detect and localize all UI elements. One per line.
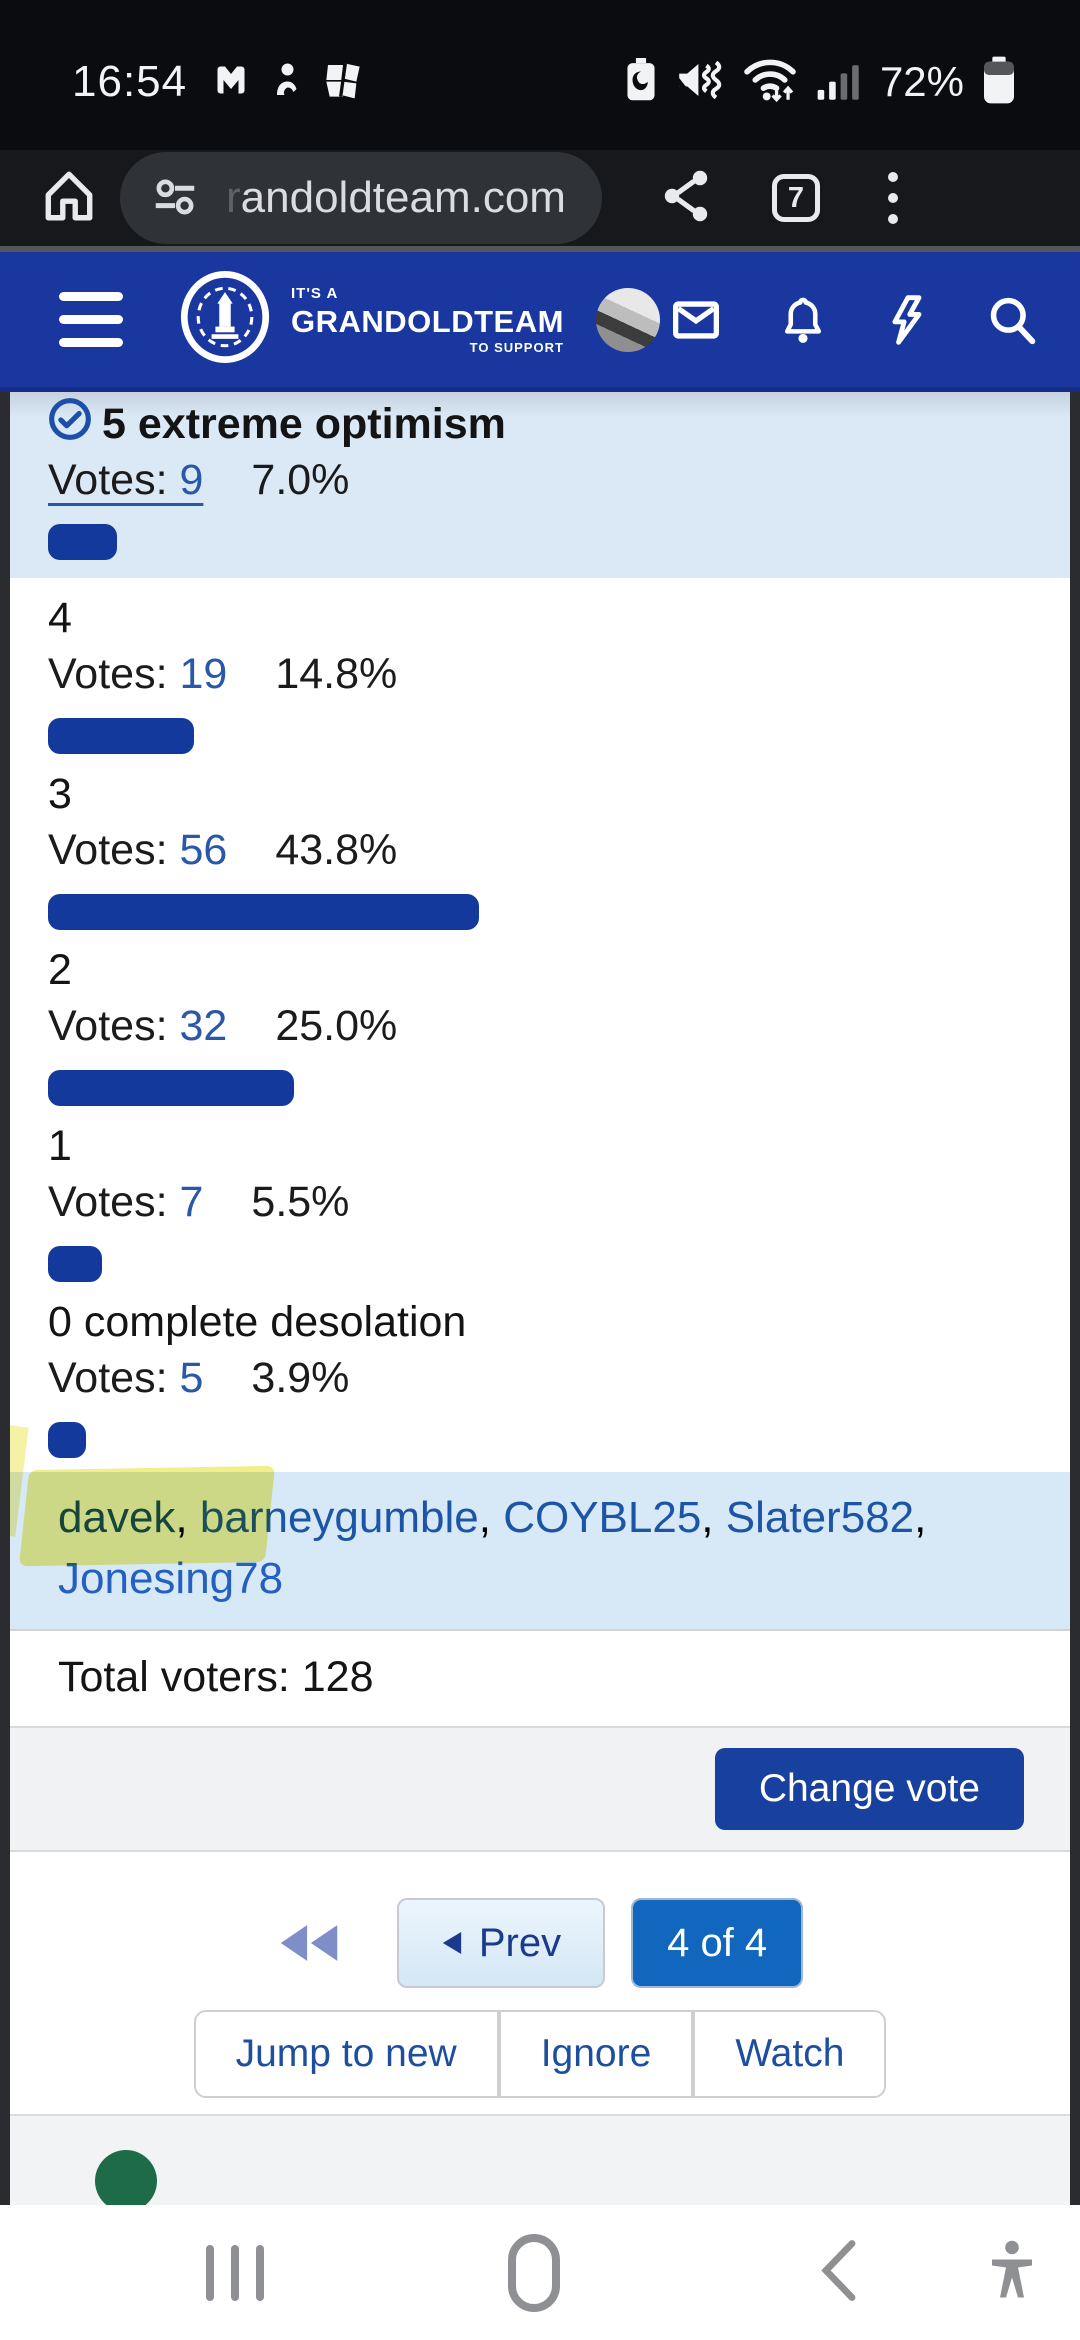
pagination: Prev 4 of 4 <box>10 1898 1070 1989</box>
toolbar-divider <box>0 246 1080 252</box>
watch-button[interactable]: Watch <box>693 2010 887 2099</box>
poll-option: 1 Votes: 7 5.5% <box>10 1118 1070 1282</box>
voter-link[interactable]: Slater582 <box>725 1493 915 1542</box>
voters-row: davek, barneygumble, COYBL25, Slater582,… <box>10 1425 1070 1630</box>
poll-footer: Change vote <box>10 1726 1070 1853</box>
option-label: 3 <box>48 769 72 818</box>
option-label: 1 <box>48 1121 72 1170</box>
user-avatar[interactable] <box>595 287 660 352</box>
thread-actions: Jump to new Ignore Watch <box>10 2010 1070 2099</box>
option-percent: 5.5% <box>251 1178 350 1226</box>
signal-icon <box>816 58 862 107</box>
status-bar: 16:54 72% <box>0 0 1080 150</box>
status-icons: 72% <box>624 55 1016 110</box>
option-percent: 3.9% <box>251 1354 350 1402</box>
webpage: 5 extreme optimism Votes: 9 7.0% 4 Votes… <box>0 392 1080 2205</box>
poll-option: 5 extreme optimism Votes: 9 7.0% <box>10 392 1070 578</box>
quick-actions-bolt-icon[interactable] <box>887 294 925 346</box>
option-result-bar <box>48 1422 86 1458</box>
votes-count-link[interactable]: Votes: 19 <box>48 650 228 698</box>
prev-arrow-icon <box>442 1932 461 1955</box>
poll-block: 5 extreme optimism Votes: 9 7.0% 4 Votes… <box>10 392 1070 2205</box>
url-text[interactable]: randoldteam.com <box>226 173 566 222</box>
site-header: IT'S A GRANDOLDTEAM TO SUPPORT <box>0 252 1080 392</box>
tab-switcher[interactable]: 7 <box>772 174 820 222</box>
option-result-bar <box>48 894 479 930</box>
option-result-bar <box>48 718 194 754</box>
home-icon[interactable] <box>40 168 98 229</box>
prev-page-button[interactable]: Prev <box>396 1898 606 1989</box>
current-page-indicator[interactable]: 4 of 4 <box>631 1898 804 1989</box>
votes-count-link[interactable]: Votes: 32 <box>48 1002 228 1050</box>
poll-option: 2 Votes: 32 25.0% <box>10 942 1070 1106</box>
gallery-icon <box>323 60 363 105</box>
option-percent: 7.0% <box>251 456 350 504</box>
battery-saver-icon <box>624 57 658 107</box>
accessibility-icon[interactable] <box>986 2239 1038 2306</box>
option-label: 2 <box>48 945 72 994</box>
votes-count-link[interactable]: Votes: 9 <box>48 456 204 504</box>
share-icon[interactable] <box>660 168 712 229</box>
option-percent: 25.0% <box>275 1002 398 1050</box>
next-post-avatar[interactable] <box>95 2150 157 2205</box>
next-post-strip <box>10 2114 1070 2205</box>
clock: 16:54 <box>72 57 188 106</box>
wifi-icon <box>742 57 798 108</box>
votes-count-link[interactable]: Votes: 56 <box>48 826 228 874</box>
malwarebytes-icon <box>213 62 249 103</box>
option-percent: 14.8% <box>275 650 398 698</box>
option-result-bar <box>48 1070 294 1106</box>
option-percent: 43.8% <box>275 826 398 874</box>
mute-vibrate-icon <box>668 58 724 110</box>
notification-icons <box>213 60 363 105</box>
hamburger-menu-icon[interactable] <box>55 288 127 351</box>
option-label: 5 extreme optimism <box>102 399 506 448</box>
option-label: 4 <box>48 593 72 642</box>
android-nav-bar <box>0 2205 1080 2340</box>
poll-option: 3 Votes: 56 43.8% <box>10 766 1070 930</box>
voted-check-icon <box>48 397 92 452</box>
back-icon[interactable] <box>818 2239 858 2306</box>
poll-options: 5 extreme optimism Votes: 9 7.0% 4 Votes… <box>10 392 1070 1458</box>
home-button-icon[interactable] <box>508 2233 560 2312</box>
change-vote-button[interactable]: Change vote <box>714 1748 1024 1831</box>
address-bar[interactable]: randoldteam.com <box>120 152 602 244</box>
option-result-bar <box>48 524 117 560</box>
search-icon[interactable] <box>988 295 1036 345</box>
battery-percent: 72% <box>879 58 964 105</box>
highlighter-mark <box>18 1465 276 1567</box>
menu-kebab-icon[interactable] <box>882 166 904 230</box>
person-icon <box>271 62 301 103</box>
votes-count-link[interactable]: Votes: 7 <box>48 1178 204 1226</box>
poll-option: 0 complete desolation Votes: 5 3.9% <box>10 1294 1070 1458</box>
option-result-bar <box>48 1246 102 1282</box>
battery-icon <box>982 55 1016 110</box>
ignore-button[interactable]: Ignore <box>498 2010 694 2099</box>
tune-icon[interactable] <box>150 171 200 226</box>
recent-apps-icon[interactable] <box>206 2244 264 2301</box>
votes-count-link[interactable]: Votes: 5 <box>48 1354 204 1402</box>
site-logo-text[interactable]: IT'S A GRANDOLDTEAM TO SUPPORT <box>291 284 564 355</box>
voter-link[interactable]: COYBL25 <box>503 1493 702 1542</box>
alerts-bell-icon[interactable] <box>782 296 824 344</box>
first-page-icon[interactable] <box>277 1921 341 1965</box>
option-label: 0 complete desolation <box>48 1297 467 1346</box>
poll-option: 4 Votes: 19 14.8% <box>10 590 1070 754</box>
messages-envelope-icon[interactable] <box>673 300 719 339</box>
site-logo-crest[interactable] <box>179 269 271 370</box>
browser-toolbar: randoldteam.com 7 <box>0 150 1080 246</box>
jump-to-new-button[interactable]: Jump to new <box>193 2010 499 2099</box>
total-voters: Total voters: 128 <box>10 1629 1070 1726</box>
